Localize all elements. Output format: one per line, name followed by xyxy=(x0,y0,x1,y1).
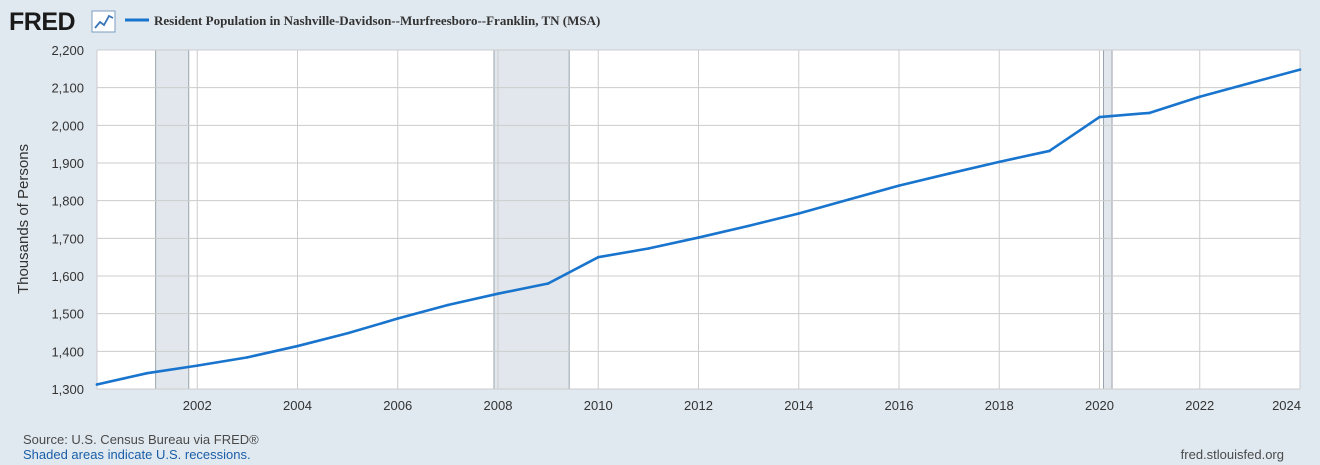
data-point[interactable] xyxy=(1248,81,1252,85)
data-point[interactable] xyxy=(697,236,700,239)
y-tick-label: 1,800 xyxy=(51,194,84,209)
gridlines xyxy=(96,49,1301,390)
data-point[interactable] xyxy=(446,303,450,307)
y-tick-label: 1,400 xyxy=(51,344,84,359)
data-point[interactable] xyxy=(246,356,249,359)
source-text: Source: U.S. Census Bureau via FRED® xyxy=(23,432,259,447)
data-point[interactable] xyxy=(596,255,600,259)
recession-band xyxy=(493,50,570,389)
data-point[interactable] xyxy=(947,172,951,175)
data-point[interactable] xyxy=(747,224,750,228)
x-tick-label: 2008 xyxy=(484,398,513,413)
data-point[interactable] xyxy=(897,184,901,187)
x-tick-label: 2020 xyxy=(1085,398,1114,413)
data-point[interactable] xyxy=(1298,68,1302,71)
data-point[interactable] xyxy=(346,331,349,335)
fred-logo[interactable]: FRED xyxy=(9,8,116,36)
y-tick-label: 2,200 xyxy=(51,43,84,58)
legend-label: Resident Population in Nashville-Davidso… xyxy=(154,13,600,28)
x-tick-label: 2010 xyxy=(584,398,613,413)
data-point[interactable] xyxy=(997,160,1001,164)
y-tick-label: 1,600 xyxy=(51,269,84,284)
y-tick-label: 1,900 xyxy=(51,156,84,171)
x-tick-label: 2004 xyxy=(283,398,312,413)
y-tick-label: 1,300 xyxy=(51,382,84,397)
legend: Resident Population in Nashville-Davidso… xyxy=(125,13,600,28)
data-point[interactable] xyxy=(797,212,801,215)
data-point[interactable] xyxy=(1098,115,1101,119)
x-tick-label: 2024 xyxy=(1272,398,1301,413)
data-point[interactable] xyxy=(847,198,851,201)
y-axis-title: Thousands of Persons xyxy=(15,144,32,294)
data-point[interactable] xyxy=(1048,149,1051,153)
x-tick-label: 2006 xyxy=(383,398,412,413)
data-point[interactable] xyxy=(546,282,550,285)
x-tick-label: 2002 xyxy=(183,398,212,413)
x-axis-ticks: 2002 2004 2006 2008 2010 2012 2014 2016 2018 2020… xyxy=(183,398,1301,413)
x-tick-label: 2014 xyxy=(784,398,813,413)
series-layer xyxy=(95,68,1302,386)
data-point[interactable] xyxy=(145,371,149,375)
data-point[interactable] xyxy=(95,383,99,386)
recession-band xyxy=(155,50,189,389)
recession-bands xyxy=(155,50,1113,389)
x-tick-label: 2022 xyxy=(1185,398,1214,413)
x-tick-label: 2012 xyxy=(684,398,713,413)
recession-note: Shaded areas indicate U.S. recessions. xyxy=(23,447,251,462)
x-tick-label: 2018 xyxy=(985,398,1014,413)
y-tick-label: 2,000 xyxy=(51,118,84,133)
y-tick-label: 1,700 xyxy=(51,231,84,246)
y-axis-ticks: 1,300 1,400 1,500 1,600 1,700 1,800 1,900 2,000… xyxy=(51,43,84,397)
y-tick-label: 2,100 xyxy=(51,81,84,96)
recession-band xyxy=(1103,50,1113,389)
data-point[interactable] xyxy=(1148,111,1151,115)
data-point[interactable] xyxy=(396,317,400,320)
fred-url-link[interactable]: fred.stlouisfed.org xyxy=(1181,447,1284,462)
line-chart-icon xyxy=(91,10,116,33)
data-point[interactable] xyxy=(1198,95,1202,99)
y-tick-label: 1,500 xyxy=(51,307,84,322)
data-point[interactable] xyxy=(496,292,500,296)
fred-wordmark: FRED xyxy=(9,8,75,36)
data-point[interactable] xyxy=(647,247,650,250)
x-tick-label: 2016 xyxy=(885,398,914,413)
data-point[interactable] xyxy=(296,344,299,348)
data-point[interactable] xyxy=(195,364,199,367)
